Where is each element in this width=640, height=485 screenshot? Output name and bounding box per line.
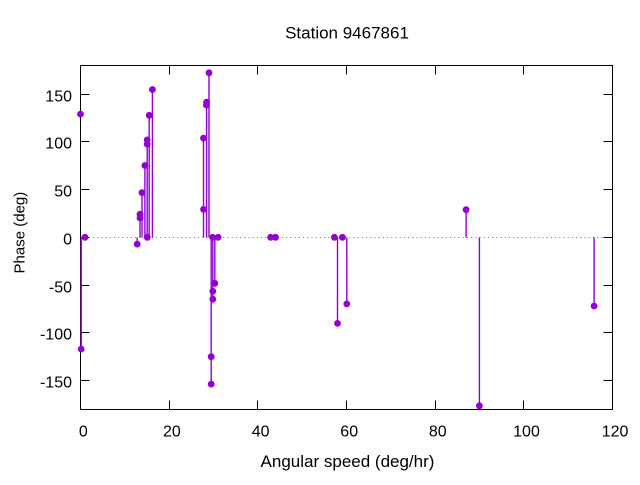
svg-text:Phase (deg): Phase (deg) — [12, 192, 29, 274]
svg-text:100: 100 — [45, 135, 72, 152]
svg-text:0: 0 — [63, 231, 72, 248]
svg-text:60: 60 — [340, 424, 358, 441]
svg-text:Station 9467861: Station 9467861 — [285, 23, 409, 42]
svg-text:100: 100 — [513, 424, 540, 441]
svg-text:50: 50 — [54, 183, 72, 200]
svg-text:-50: -50 — [49, 279, 72, 296]
svg-text:120: 120 — [602, 424, 629, 441]
svg-text:0: 0 — [79, 424, 88, 441]
svg-text:80: 80 — [429, 424, 447, 441]
svg-text:Angular speed (deg/hr): Angular speed (deg/hr) — [261, 452, 435, 471]
svg-text:40: 40 — [252, 424, 270, 441]
svg-text:20: 20 — [163, 424, 181, 441]
svg-text:-150: -150 — [40, 374, 72, 391]
svg-text:-100: -100 — [40, 326, 72, 343]
svg-text:150: 150 — [45, 88, 72, 105]
